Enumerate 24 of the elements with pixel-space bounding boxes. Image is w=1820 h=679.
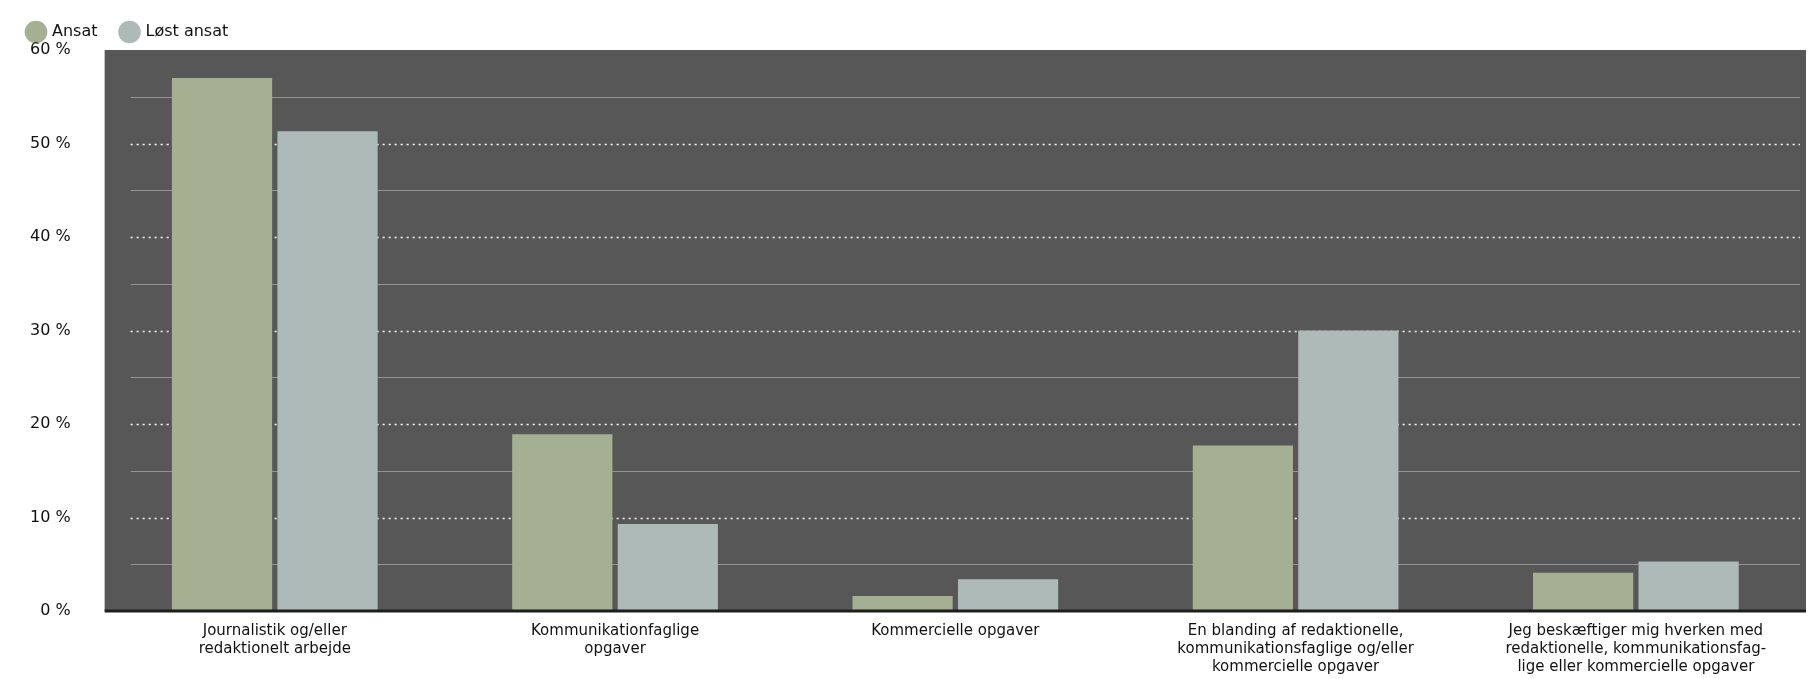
- x-tick-label: En blanding af redaktionelle, kommunikationsfaglige og/eller kommercielle opgaver: [1177, 620, 1415, 675]
- bar: [852, 596, 953, 611]
- x-tick-label: Jeg beskæftiger mig hverken med redaktionelle, kommunikationsfag- lige eller kommercielle opgaver: [1505, 620, 1767, 675]
- y-tick-label: 30 %: [29, 319, 71, 339]
- bar: [617, 524, 718, 611]
- legend-label: Løst ansat: [145, 21, 229, 41]
- bar: [1192, 445, 1293, 611]
- bar: [171, 78, 273, 611]
- legend-label: Ansat: [52, 21, 98, 41]
- bar: [957, 579, 1059, 611]
- x-tick-label: Kommercielle opgaver: [871, 620, 1041, 639]
- y-tick-label: 40 %: [29, 226, 71, 246]
- x-tick-label: Journalistik og/eller redaktionelt arbejde: [198, 620, 351, 657]
- y-tick-label: 60 %: [29, 39, 71, 59]
- bar: [1533, 572, 1634, 611]
- bar: [1638, 561, 1739, 611]
- bar: [277, 131, 378, 611]
- x-tick-label: Kommunikationfaglige opgaver: [531, 620, 700, 657]
- y-tick-label: 10 %: [29, 506, 71, 526]
- y-tick-label: 20 %: [29, 413, 71, 433]
- y-tick-label: 0 %: [40, 600, 71, 620]
- bar: [1298, 330, 1399, 611]
- bar: [512, 434, 613, 611]
- y-tick-label: 50 %: [29, 132, 71, 152]
